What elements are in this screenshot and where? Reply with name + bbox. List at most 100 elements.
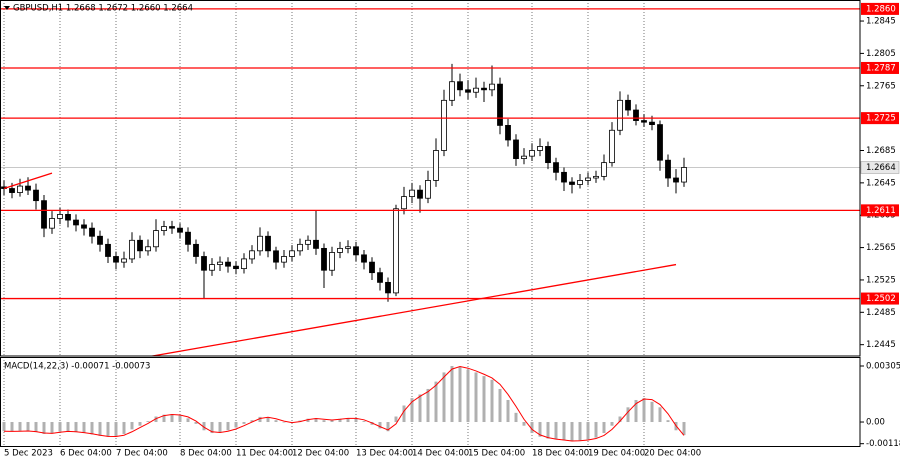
- macd-bar: [466, 369, 470, 423]
- candle-body: [433, 150, 439, 181]
- candle-body: [569, 181, 575, 185]
- x-tick-label: 13 Dec 04:00: [356, 449, 413, 459]
- y-tick-label: 1.2805: [866, 49, 896, 59]
- y-tick-label: 1.2565: [866, 243, 896, 253]
- candle-body: [513, 139, 519, 159]
- macd-bar: [386, 422, 390, 432]
- x-tick-label: 20 Dec 04:00: [644, 449, 701, 459]
- price-frame: [0, 0, 861, 357]
- x-tick-label: 7 Dec 04:00: [116, 449, 168, 459]
- candle-body: [217, 261, 223, 265]
- candle-body: [25, 185, 31, 191]
- candle-body: [329, 252, 335, 271]
- macd-bar: [42, 422, 46, 434]
- macd-header: MACD(14,22,3) -0.00071 -0.00073: [4, 362, 150, 372]
- macd-bar: [258, 416, 262, 423]
- menu-arrow[interactable]: [4, 6, 10, 10]
- candle-body: [521, 155, 527, 159]
- level-label-box: [861, 61, 899, 74]
- macd-bar: [18, 422, 22, 431]
- candle-body: [665, 159, 671, 179]
- macd-bar: [314, 418, 318, 423]
- macd-panel: [2, 366, 686, 442]
- macd-bar: [202, 422, 206, 431]
- macd-bar: [98, 422, 102, 436]
- level-label: 1.2787: [866, 63, 896, 73]
- macd-bar: [66, 422, 70, 432]
- macd-bar: [442, 372, 446, 423]
- symbol-header: GBPUSD,H1 1.2668 1.2672 1.2660 1.2664: [13, 4, 193, 14]
- macd-bar: [274, 420, 278, 423]
- level-label-box: [861, 2, 899, 15]
- macd-bar: [210, 422, 214, 434]
- macd-bar: [194, 422, 198, 424]
- candle-body: [561, 171, 567, 183]
- macd-bar: [26, 422, 30, 432]
- candle-body: [353, 246, 359, 256]
- candle-body: [529, 150, 535, 157]
- candle-body: [633, 109, 639, 121]
- candle-body: [649, 121, 655, 126]
- macd-bar: [114, 422, 118, 437]
- trendline: [148, 263, 677, 356]
- candle-body: [177, 227, 183, 233]
- candle-body: [553, 162, 559, 173]
- candle-body: [233, 265, 239, 270]
- candle-body: [601, 162, 607, 177]
- macd-bar: [514, 412, 518, 423]
- trendline: [3, 172, 53, 190]
- candle-body: [169, 226, 175, 229]
- macd-bar: [250, 420, 254, 423]
- macd-bar: [434, 381, 438, 423]
- candle-body: [17, 185, 23, 193]
- candle-body: [73, 219, 79, 226]
- candle-body: [297, 243, 303, 252]
- level-label: 1.2860: [866, 4, 896, 14]
- candle-body: [9, 188, 15, 193]
- macd-bar: [354, 418, 358, 423]
- y-tick-label: 1.2645: [866, 178, 896, 188]
- candle-body: [65, 214, 71, 221]
- level-label-box: [861, 292, 899, 305]
- macd-bar: [242, 422, 246, 424]
- candle-body: [41, 200, 47, 229]
- macd-bar: [186, 418, 190, 423]
- candle-body: [489, 83, 495, 91]
- candle-body: [345, 246, 351, 249]
- macd-bar: [266, 417, 270, 423]
- macd-bar: [90, 422, 94, 435]
- level-label: 1.2611: [866, 206, 896, 216]
- macd-bar: [418, 394, 422, 423]
- candle-body: [641, 120, 647, 123]
- candle-body: [585, 177, 591, 181]
- candle-body: [337, 247, 343, 253]
- candle-body: [113, 256, 119, 263]
- candle-body: [393, 208, 399, 294]
- macd-bar: [410, 398, 414, 423]
- candle-body: [121, 258, 127, 263]
- macd-bar: [586, 422, 590, 440]
- candle-body: [49, 218, 55, 229]
- macd-bar: [602, 422, 606, 434]
- x-tick-label: 15 Dec 04:00: [468, 449, 525, 459]
- macd-bar: [82, 422, 86, 434]
- candle-body: [617, 99, 623, 131]
- macd-bar: [10, 422, 14, 432]
- y-tick-label: 1.2685: [866, 146, 896, 156]
- macd-bar: [578, 422, 582, 441]
- candle-body: [577, 180, 583, 185]
- candle-body: [33, 189, 39, 202]
- macd-bar: [218, 422, 222, 433]
- candle-body: [129, 239, 135, 260]
- candle-body: [457, 81, 463, 91]
- x-tick-label: 18 Dec 04:00: [532, 449, 589, 459]
- candle-body: [505, 125, 511, 141]
- candle-body: [265, 235, 271, 252]
- macd-bar: [170, 414, 174, 423]
- candle-body: [609, 129, 615, 164]
- level-label-box: [861, 112, 899, 125]
- macd-bar: [562, 422, 566, 441]
- macd-bar: [450, 366, 454, 423]
